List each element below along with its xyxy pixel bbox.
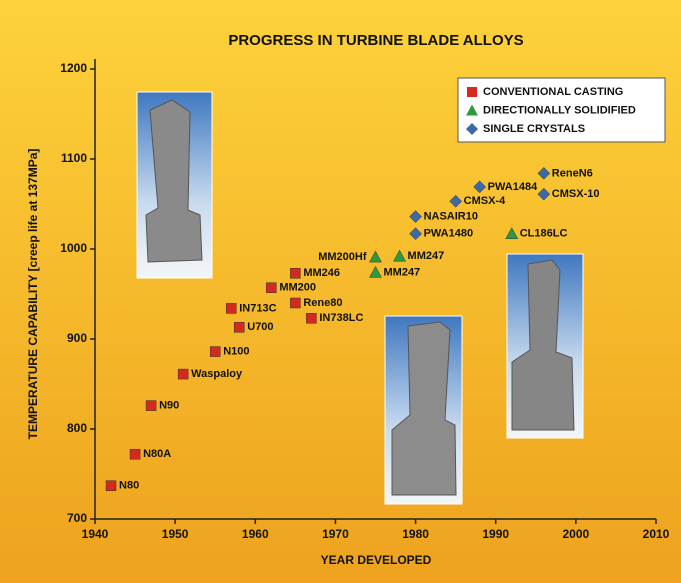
point-label: MM247 [384, 266, 421, 278]
point-label: MM247 [408, 250, 445, 262]
point-label: MM200 [279, 282, 316, 294]
x-tick-label: 1940 [82, 527, 109, 541]
point-label: MM246 [303, 267, 340, 279]
data-point [306, 313, 316, 323]
y-tick-label: 800 [67, 421, 87, 435]
data-point [226, 303, 236, 313]
point-label: CL186LC [520, 228, 568, 240]
x-tick-label: 2000 [563, 527, 590, 541]
chart-title: PROGRESS IN TURBINE BLADE ALLOYS [228, 32, 523, 49]
y-tick-label: 1200 [60, 61, 87, 75]
data-point [266, 283, 276, 293]
point-label: ReneN6 [552, 167, 593, 179]
point-label: N100 [223, 346, 249, 358]
data-point [178, 369, 188, 379]
legend-label: DIRECTIONALLY SOLIDIFIED [483, 104, 636, 116]
point-label: N80 [119, 480, 139, 492]
x-tick-label: 2010 [643, 527, 670, 541]
point-label: PWA1480 [424, 228, 474, 240]
point-label: IN713C [239, 302, 276, 314]
legend-marker [467, 87, 477, 97]
point-label: N90 [159, 400, 179, 412]
point-label: Waspaloy [191, 368, 243, 380]
point-label: MM200Hf [318, 251, 367, 263]
point-label: CMSX-4 [464, 195, 506, 207]
chart: PROGRESS IN TURBINE BLADE ALLOYS YEAR DE… [0, 0, 681, 583]
x-tick-label: 1980 [402, 527, 429, 541]
blade-photo [385, 316, 462, 504]
y-tick-label: 700 [67, 511, 87, 525]
legend-label: CONVENTIONAL CASTING [483, 86, 623, 98]
data-point [290, 268, 300, 278]
blade-photo [507, 254, 583, 438]
y-axis-title: TEMPERATURE CAPABILITY [creep life at 13… [26, 149, 40, 440]
x-axis-title: YEAR DEVELOPED [321, 553, 432, 567]
data-point [210, 347, 220, 357]
point-label: U700 [247, 321, 273, 333]
point-label: N80A [143, 448, 171, 460]
blade-photo [137, 92, 212, 278]
point-label: IN738LC [319, 312, 363, 324]
x-tick-label: 1970 [322, 527, 349, 541]
point-label: PWA1484 [488, 181, 538, 193]
y-tick-label: 900 [67, 331, 87, 345]
data-point [130, 449, 140, 459]
x-tick-label: 1960 [242, 527, 269, 541]
y-tick-label: 1000 [60, 241, 87, 255]
x-tick-label: 1950 [162, 527, 189, 541]
data-point [290, 298, 300, 308]
point-label: NASAIR10 [424, 211, 478, 223]
data-point [106, 481, 116, 491]
data-point [146, 401, 156, 411]
legend: CONVENTIONAL CASTING DIRECTIONALLY SOLIDI… [458, 78, 665, 142]
point-label: Rene80 [303, 297, 342, 309]
legend-label: SINGLE CRYSTALS [483, 123, 585, 135]
data-point [234, 322, 244, 332]
point-label: CMSX-10 [552, 188, 600, 200]
y-tick-label: 1100 [61, 151, 87, 165]
x-tick-label: 1990 [482, 527, 509, 541]
